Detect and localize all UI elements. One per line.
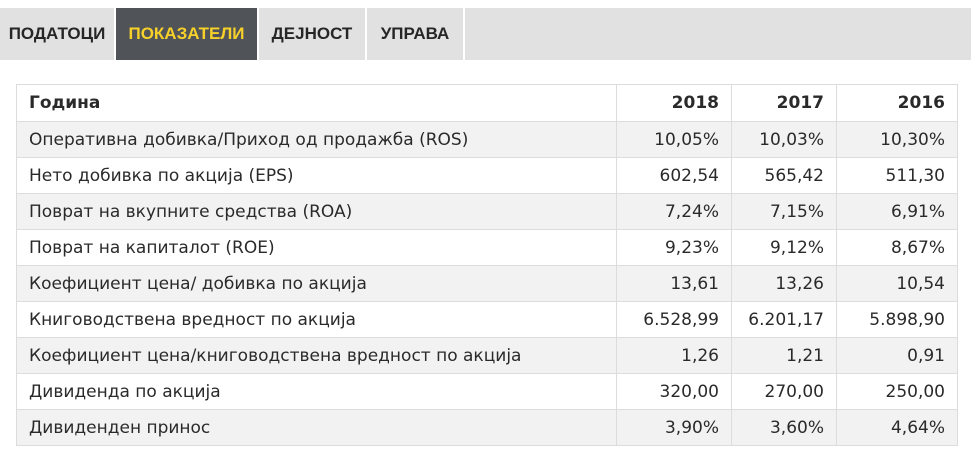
cell-value: 565,42	[731, 157, 837, 194]
cell-value: 511,30	[836, 157, 958, 194]
cell-value: 250,00	[836, 373, 958, 410]
cell-value: 270,00	[731, 373, 837, 410]
cell-value: 8,67%	[836, 229, 958, 266]
cell-value: 10,54	[836, 265, 958, 302]
cell-value: 3,60%	[731, 409, 837, 446]
cell-value: 320,00	[616, 373, 732, 410]
cell-value: 1,21	[731, 337, 837, 374]
tab-pokazateli[interactable]: ПОКАЗАТЕЛИ	[116, 8, 259, 60]
cell-value: 5.898,90	[836, 301, 958, 338]
table-row: Коефициент цена/книговодствена вредност …	[16, 337, 958, 374]
table-header-row: Година 2018 2017 2016	[16, 84, 958, 122]
row-label: Поврат на капиталот (ROE)	[16, 229, 617, 266]
cell-value: 602,54	[616, 157, 732, 194]
header-2018: 2018	[616, 84, 732, 122]
cell-value: 10,30%	[836, 121, 958, 158]
cell-value: 7,24%	[616, 193, 732, 230]
table-row: Дивиденден принос 3,90% 3,60% 4,64%	[16, 409, 958, 446]
table-row: Оперативна добивка/Приход од продажба (R…	[16, 121, 958, 158]
cell-value: 6.201,17	[731, 301, 837, 338]
row-label: Дивиденден принос	[16, 409, 617, 446]
tab-dejnost[interactable]: ДЕЈНОСТ	[259, 8, 367, 60]
table-row: Коефициент цена/ добивка по акција 13,61…	[16, 265, 958, 302]
cell-value: 9,23%	[616, 229, 732, 266]
cell-value: 10,05%	[616, 121, 732, 158]
table-row: Поврат на капиталот (ROE) 9,23% 9,12% 8,…	[16, 229, 958, 266]
tab-uprava[interactable]: УПРАВА	[367, 8, 465, 60]
row-label: Книговодствена вредност по акција	[16, 301, 617, 338]
header-year-label: Година	[16, 84, 617, 122]
cell-value: 13,61	[616, 265, 732, 302]
header-2016: 2016	[836, 84, 958, 122]
cell-value: 10,03%	[731, 121, 837, 158]
cell-value: 3,90%	[616, 409, 732, 446]
row-label: Коефициент цена/книговодствена вредност …	[16, 337, 617, 374]
tab-podatoci[interactable]: ПОДАТОЦИ	[0, 8, 116, 60]
row-label: Дивиденда по акција	[16, 373, 617, 410]
tab-bar: ПОДАТОЦИ ПОКАЗАТЕЛИ ДЕЈНОСТ УПРАВА	[0, 8, 971, 60]
cell-value: 13,26	[731, 265, 837, 302]
cell-value: 1,26	[616, 337, 732, 374]
row-label: Оперативна добивка/Приход од продажба (R…	[16, 121, 617, 158]
cell-value: 9,12%	[731, 229, 837, 266]
cell-value: 7,15%	[731, 193, 837, 230]
table-row: Книговодствена вредност по акција 6.528,…	[16, 301, 958, 338]
row-label: Коефициент цена/ добивка по акција	[16, 265, 617, 302]
cell-value: 6,91%	[836, 193, 958, 230]
table-row: Поврат на вкупните средства (ROA) 7,24% …	[16, 193, 958, 230]
table-row: Нето добивка по акција (EPS) 602,54 565,…	[16, 157, 958, 194]
cell-value: 6.528,99	[616, 301, 732, 338]
indicators-table-container: Година 2018 2017 2016 Оперативна добивка…	[16, 84, 958, 446]
table-row: Дивиденда по акција 320,00 270,00 250,00	[16, 373, 958, 410]
cell-value: 4,64%	[836, 409, 958, 446]
indicators-table: Година 2018 2017 2016 Оперативна добивка…	[16, 84, 958, 446]
tab-list: ПОДАТОЦИ ПОКАЗАТЕЛИ ДЕЈНОСТ УПРАВА	[0, 8, 971, 60]
header-2017: 2017	[731, 84, 837, 122]
cell-value: 0,91	[836, 337, 958, 374]
row-label: Нето добивка по акција (EPS)	[16, 157, 617, 194]
row-label: Поврат на вкупните средства (ROA)	[16, 193, 617, 230]
